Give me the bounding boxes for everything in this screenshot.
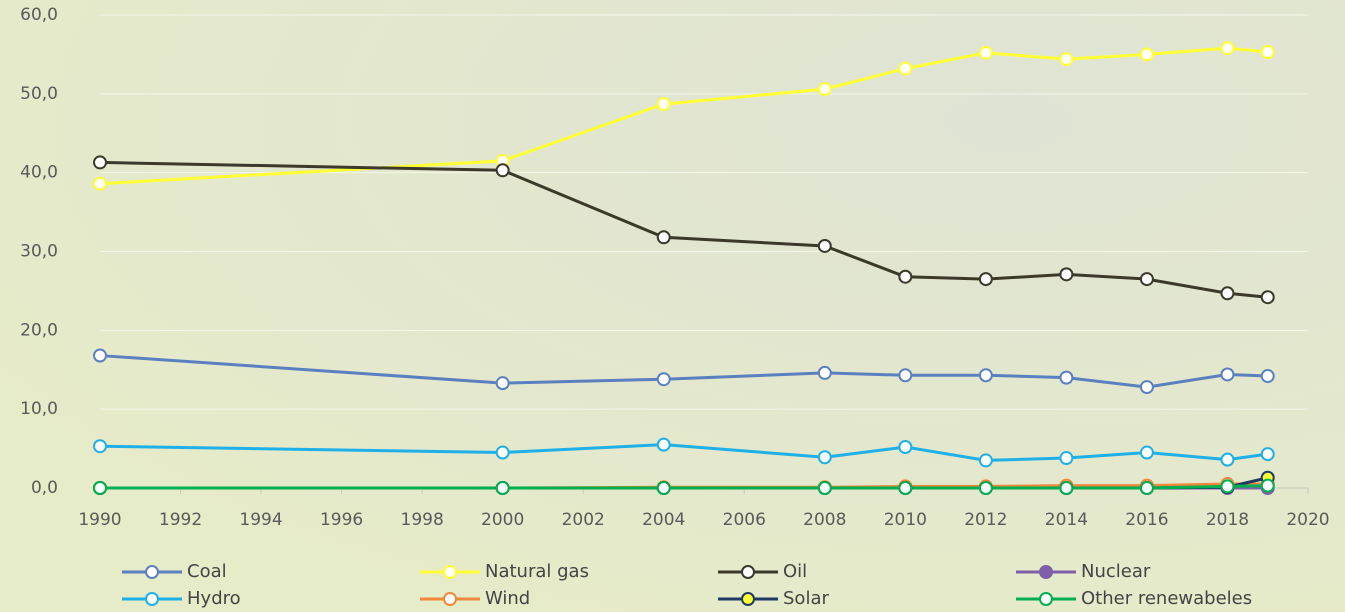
legend: Coal Natural gas Oil Nuclear Hydro Wind Solar O… (122, 561, 1252, 609)
x-tick-label: 2010 (884, 510, 927, 530)
x-tick-label: 2020 (1286, 510, 1329, 530)
data-point (1139, 272, 1154, 287)
legend-marker (741, 565, 755, 579)
data-point (1220, 41, 1235, 56)
data-point (1260, 45, 1275, 60)
data-point (656, 437, 671, 452)
data-point (817, 365, 832, 380)
data-point (898, 481, 913, 495)
data-point (495, 376, 510, 391)
legend-marker (741, 592, 755, 606)
data-point (93, 155, 107, 170)
x-tick-label: 2004 (642, 510, 685, 530)
y-tick-label: 30,0 (20, 242, 58, 262)
series-line (99, 46, 1268, 186)
data-point (898, 61, 913, 76)
data-point (817, 450, 832, 465)
data-point (656, 481, 671, 495)
y-tick-label: 50,0 (20, 84, 58, 104)
series-line (99, 160, 1268, 299)
data-point (656, 230, 671, 245)
x-tick-label: 1990 (78, 510, 121, 530)
series-line (99, 443, 1268, 462)
y-tick-label: 20,0 (20, 320, 58, 340)
x-tick-label: 2006 (723, 510, 766, 530)
data-point (898, 440, 913, 455)
series-line (99, 354, 1268, 389)
data-point (898, 368, 913, 383)
data-point (817, 82, 832, 97)
data-point (656, 372, 671, 387)
x-tick-label: 2018 (1206, 510, 1249, 530)
x-tick-label: 1998 (401, 510, 444, 530)
data-point (93, 481, 107, 495)
data-point (93, 439, 107, 454)
data-point (93, 348, 107, 363)
data-point (978, 453, 993, 468)
data-point (495, 481, 510, 495)
legend-label: Solar (783, 588, 829, 609)
series-line (100, 484, 1268, 490)
data-point (1220, 367, 1235, 382)
data-point (1139, 445, 1154, 460)
data-point (898, 269, 913, 284)
legend-label: Wind (485, 588, 530, 609)
y-tick-label: 0,0 (31, 478, 58, 498)
legend-marker (1039, 592, 1053, 606)
data-point (1059, 52, 1074, 67)
legend-marker (443, 592, 457, 606)
legend-marker (145, 592, 159, 606)
data-point (978, 272, 993, 287)
data-point (1220, 452, 1235, 467)
data-point (817, 238, 832, 253)
legend-label: Other renewabeles (1081, 588, 1252, 609)
legend-label: Oil (783, 561, 807, 582)
data-point (1059, 451, 1074, 466)
legend-label: Coal (187, 561, 227, 582)
legend-marker (443, 565, 457, 579)
data-point (1059, 267, 1074, 282)
legend-label: Hydro (187, 588, 241, 609)
data-point (1220, 479, 1235, 494)
data-point (656, 97, 671, 112)
data-point (1139, 481, 1154, 495)
data-point (1220, 286, 1235, 301)
data-point (817, 481, 832, 495)
legend-label: Natural gas (485, 561, 589, 582)
data-point (978, 368, 993, 383)
x-tick-label: 2002 (562, 510, 605, 530)
legend-marker (145, 565, 159, 579)
data-point (1059, 370, 1074, 385)
y-tick-label: 10,0 (20, 399, 58, 419)
x-tick-label: 2012 (964, 510, 1007, 530)
data-point (1260, 447, 1275, 462)
x-tick-label: 1996 (320, 510, 363, 530)
x-tick-label: 1994 (239, 510, 282, 530)
y-tick-label: 60,0 (20, 5, 58, 25)
data-point (978, 481, 993, 495)
data-point (495, 445, 510, 460)
data-point (1260, 369, 1275, 384)
y-tick-label: 40,0 (20, 163, 58, 183)
x-tick-label: 2014 (1045, 510, 1088, 530)
data-point (1260, 478, 1275, 493)
legend-marker (1039, 565, 1053, 579)
data-point (1139, 380, 1154, 395)
data-point (978, 45, 993, 60)
x-tick-label: 1992 (159, 510, 202, 530)
x-tick-label: 2016 (1125, 510, 1168, 530)
x-tick-label: 2008 (803, 510, 846, 530)
data-point (1260, 290, 1275, 305)
data-point (93, 176, 107, 191)
data-point (1059, 481, 1074, 495)
x-tick-label: 2000 (481, 510, 524, 530)
data-point (1139, 47, 1154, 62)
data-point (495, 163, 510, 178)
legend-label: Nuclear (1081, 561, 1151, 582)
